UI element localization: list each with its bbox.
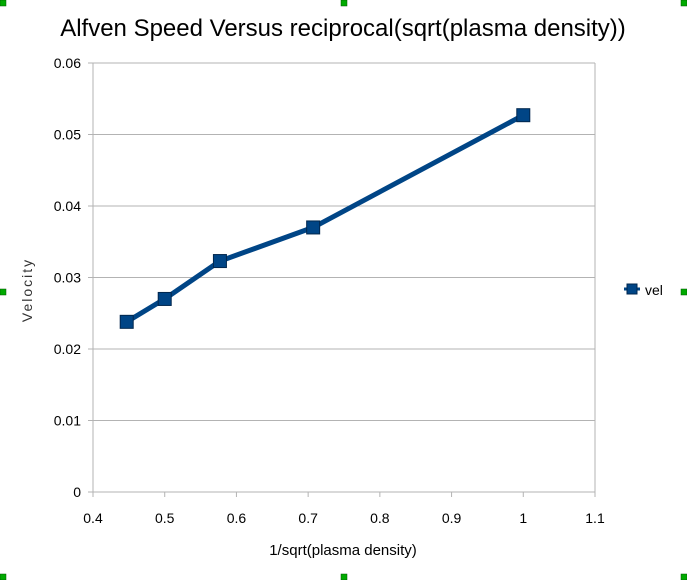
x-tick-label: 0.5 bbox=[155, 510, 175, 526]
selection-handle bbox=[680, 288, 687, 296]
series-line bbox=[125, 112, 525, 324]
legend: vel bbox=[624, 282, 663, 298]
x-tick-label: 1.1 bbox=[585, 510, 605, 526]
x-tick-label: 0.4 bbox=[83, 510, 103, 526]
x-tick-label: 0.7 bbox=[298, 510, 318, 526]
y-tick-label: 0.03 bbox=[54, 270, 81, 286]
data-point bbox=[119, 314, 134, 329]
tick-labels: 0 0.01 0.02 0.03 0.04 0.05 0.06 0.4 0.5 0.6 0.7 0.8… bbox=[54, 55, 605, 526]
y-tick-label: 0.04 bbox=[54, 198, 81, 214]
data-point bbox=[306, 220, 321, 235]
series-vel bbox=[119, 108, 531, 329]
data-point bbox=[516, 108, 531, 123]
selection-handle bbox=[0, 0, 7, 7]
selection-handle bbox=[340, 573, 348, 580]
y-axis-label: Velocity bbox=[19, 258, 35, 322]
x-tick-label: 0.9 bbox=[442, 510, 462, 526]
selection-handle bbox=[0, 288, 7, 296]
y-tick-label: 0.06 bbox=[54, 55, 81, 71]
y-tick-label: 0.01 bbox=[54, 413, 81, 429]
selection-handle bbox=[340, 0, 348, 7]
data-point bbox=[157, 291, 172, 306]
chart-title: Alfven Speed Versus reciprocal(sqrt(plas… bbox=[60, 15, 626, 42]
y-tick-label: 0 bbox=[73, 484, 81, 500]
x-tick-label: 1 bbox=[519, 510, 527, 526]
selection-handle bbox=[0, 573, 7, 580]
selection-handle bbox=[680, 573, 687, 580]
x-tick-label: 0.8 bbox=[370, 510, 390, 526]
x-axis-label: 1/sqrt(plasma density) bbox=[269, 542, 417, 559]
y-tick-label: 0.05 bbox=[54, 127, 81, 143]
x-tick-label: 0.6 bbox=[227, 510, 247, 526]
selection-handle bbox=[680, 0, 687, 7]
legend-label: vel bbox=[645, 282, 663, 298]
legend-marker bbox=[626, 283, 638, 295]
data-point bbox=[212, 254, 227, 269]
y-tick-label: 0.02 bbox=[54, 341, 81, 357]
grid bbox=[93, 62, 595, 493]
axes bbox=[88, 62, 596, 497]
